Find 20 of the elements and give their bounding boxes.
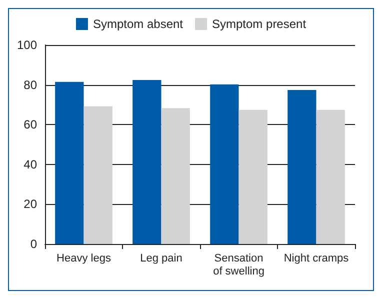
x-tick-label: Heavy legs: [56, 252, 112, 264]
y-tick-label: 40: [24, 157, 38, 172]
bar: [161, 108, 190, 244]
x-tick-label: Night cramps: [284, 252, 350, 264]
y-tick-label: 0: [30, 237, 38, 251]
bar: [288, 90, 316, 244]
legend-label: Symptom absent: [92, 17, 184, 31]
bar: [84, 106, 112, 244]
bar: [132, 80, 162, 244]
legend-label: Symptom present: [212, 17, 307, 31]
bar: [210, 84, 239, 244]
x-tick-label: Sensation of swelling: [213, 252, 264, 278]
x-tick-label: Leg pain: [140, 252, 182, 264]
bar: [55, 82, 84, 244]
y-tick-label: 20: [24, 197, 38, 212]
y-tick-label: 80: [24, 78, 38, 92]
bar: [238, 110, 268, 244]
y-tick-label: 60: [24, 118, 38, 132]
bar: [316, 110, 345, 244]
y-tick-label: 100: [16, 38, 38, 52]
